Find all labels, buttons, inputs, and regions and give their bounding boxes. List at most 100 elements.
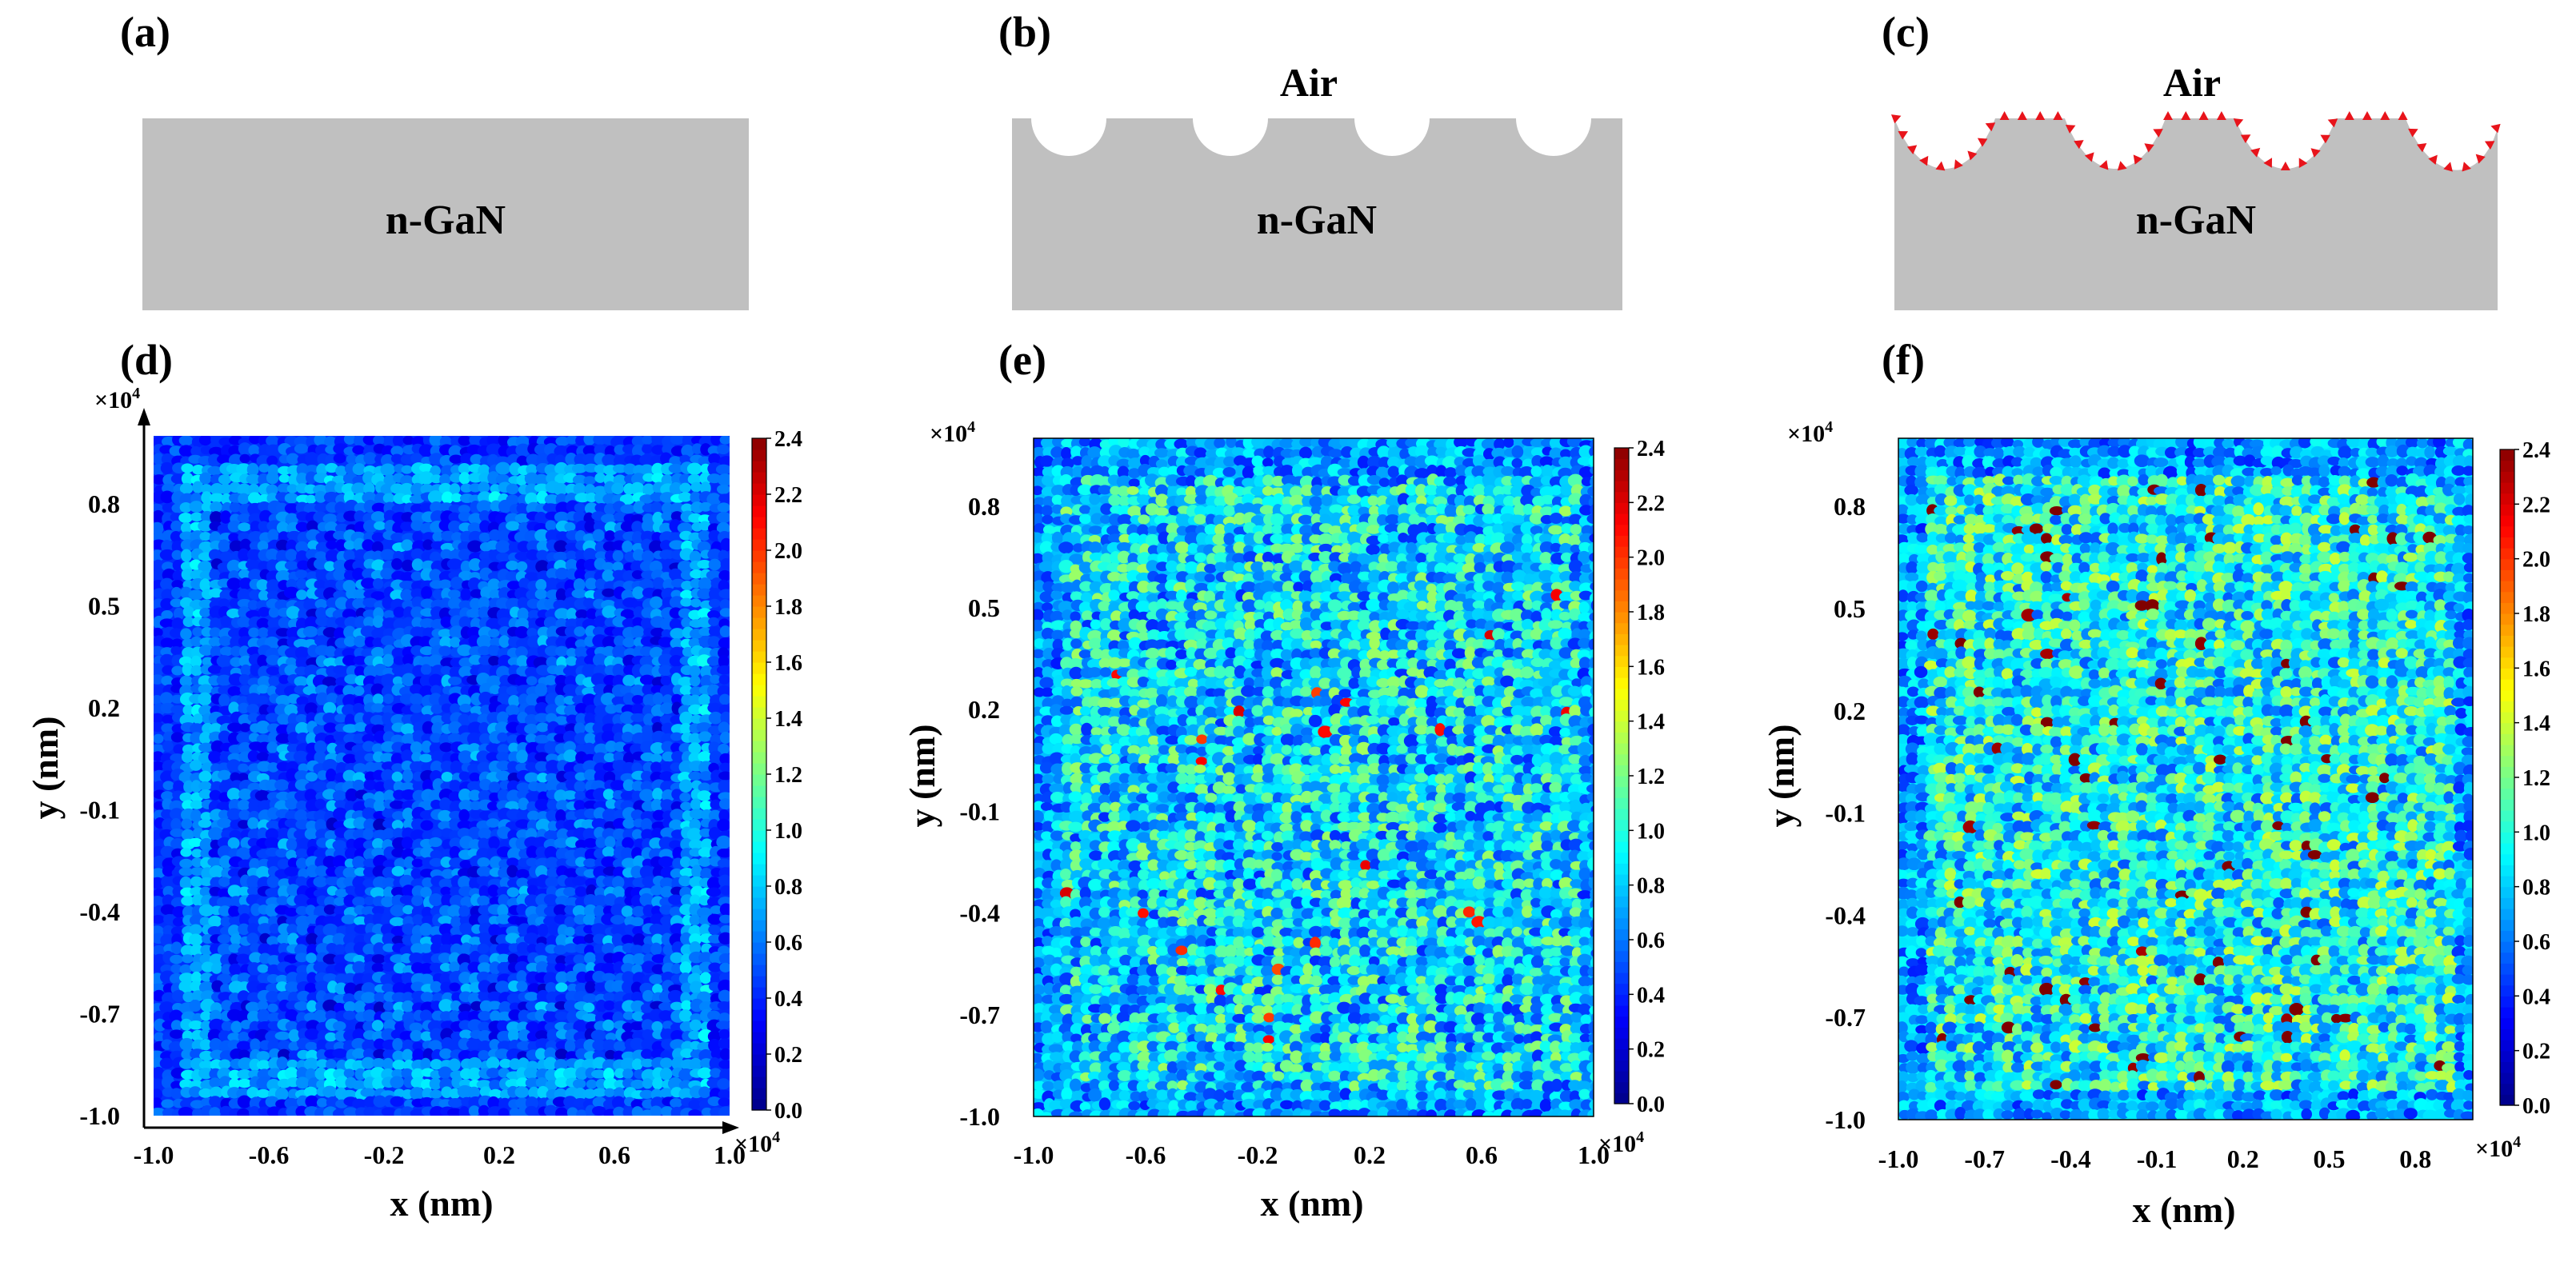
heatmap-cell xyxy=(495,553,510,561)
heatmap-cell xyxy=(154,509,165,524)
heatmap-cell xyxy=(621,731,634,743)
heatmap-cell xyxy=(390,445,404,457)
heatmap-cell xyxy=(419,1009,433,1022)
particle-marker xyxy=(1898,130,1909,140)
heatmap-cell xyxy=(555,1107,568,1116)
heatmap-cell xyxy=(335,539,347,552)
heatmap-cell xyxy=(671,693,682,705)
heatmap-cell xyxy=(317,770,329,781)
heatmap-cell xyxy=(410,588,425,600)
particle-marker xyxy=(1967,150,1978,161)
heatmap-cell xyxy=(708,588,722,601)
heatmap-cell xyxy=(630,473,646,486)
heatmap-cell xyxy=(352,779,365,791)
heatmap-cell xyxy=(422,532,435,542)
colorbar-segment xyxy=(752,1009,766,1021)
heatmap-cell xyxy=(247,750,259,762)
x-tick-label: -0.2 xyxy=(364,1140,405,1169)
heatmap-cell xyxy=(277,713,290,725)
heatmap-cell xyxy=(563,749,578,762)
heatmap-cell xyxy=(460,588,471,601)
heatmap-cell xyxy=(410,453,423,465)
heatmap-cell xyxy=(662,502,674,514)
heatmap-cell xyxy=(332,855,347,869)
heatmap-cell xyxy=(486,1056,500,1070)
colorbar-segment xyxy=(752,1020,766,1032)
heatmap-cell xyxy=(449,961,460,972)
heatmap-cell xyxy=(448,608,464,617)
heatmap-cell xyxy=(333,530,348,541)
heatmap-cell xyxy=(190,800,204,809)
heatmap-cell xyxy=(352,598,367,609)
heatmap-cell xyxy=(458,665,474,678)
heatmap-cell xyxy=(622,654,637,667)
heatmap-cell xyxy=(239,723,251,733)
heatmap-cell xyxy=(209,569,221,581)
heatmap-cell xyxy=(479,932,491,946)
heatmap-cell xyxy=(690,491,702,504)
heatmap-cell xyxy=(218,1059,231,1069)
heatmap-cell xyxy=(518,577,530,590)
heatmap-cell xyxy=(707,702,723,713)
heatmap-cell xyxy=(498,685,510,697)
heatmap-cell xyxy=(544,493,560,505)
heatmap-cell xyxy=(1126,485,1139,495)
heatmap-cell xyxy=(526,676,538,686)
heatmap-cell xyxy=(619,685,635,695)
heatmap-cell xyxy=(574,503,586,513)
colorbar-segment xyxy=(752,1088,766,1100)
heatmap-cell xyxy=(1482,473,1496,487)
heatmap-panel-d: (d) ×104 ×104 y (nm) x (nm) xyxy=(25,336,780,1224)
heatmap-cell xyxy=(489,589,502,600)
heatmap-cell xyxy=(699,472,712,485)
heatmap-cell xyxy=(411,558,424,571)
heatmap-cell xyxy=(611,696,625,705)
heatmap-cell xyxy=(506,887,519,897)
heatmap-cell xyxy=(488,655,500,666)
heatmap-cell xyxy=(642,705,654,717)
heatmap-cell xyxy=(237,799,250,811)
heatmap-cell xyxy=(612,627,626,637)
heatmap-cell xyxy=(476,500,492,513)
heatmap-cell xyxy=(352,567,366,581)
heatmap-cell xyxy=(494,980,510,993)
x-tick-label: 0.6 xyxy=(598,1140,630,1169)
heatmap-cell xyxy=(458,905,470,917)
heatmap-cell xyxy=(575,713,587,725)
heatmap-cell xyxy=(382,1001,394,1011)
heatmap-cell xyxy=(372,693,384,705)
heatmap-cell xyxy=(276,1056,289,1070)
heatmap-cell xyxy=(266,666,281,676)
heatmap-cell xyxy=(506,705,520,717)
heatmap-cell xyxy=(410,606,424,619)
heatmap-cell xyxy=(334,744,348,755)
heatmap-cell xyxy=(190,961,203,972)
heatmap-cell xyxy=(669,596,685,609)
heatmap-cell xyxy=(498,654,512,669)
heatmap-cell xyxy=(207,453,222,467)
heatmap-cell xyxy=(179,482,194,495)
heatmap-cell xyxy=(342,724,358,733)
heatmap-cell xyxy=(266,590,281,601)
heatmap-cell xyxy=(574,626,586,637)
heatmap-cell xyxy=(238,763,249,773)
heatmap-cell xyxy=(315,569,328,581)
heatmap-cell xyxy=(610,780,626,791)
heatmap-cell xyxy=(246,646,262,656)
heatmap-cell xyxy=(525,741,541,756)
heatmap-cell xyxy=(162,714,174,725)
heatmap-cell xyxy=(276,724,290,735)
heatmap-cell xyxy=(720,537,730,552)
heatmap-cell xyxy=(1270,513,1285,526)
heatmap-cell xyxy=(524,572,539,581)
colorbar-segment xyxy=(752,483,766,495)
heatmap-cell xyxy=(486,743,502,753)
heatmap-cell xyxy=(362,539,374,552)
colorbar-segment xyxy=(752,461,766,473)
heatmap-cell xyxy=(238,548,250,562)
heatmap-cell xyxy=(238,789,253,801)
heatmap-cell xyxy=(297,560,310,571)
heatmap-cell xyxy=(410,741,423,755)
heatmap-cell xyxy=(302,685,318,696)
heatmap-cell xyxy=(432,589,444,600)
